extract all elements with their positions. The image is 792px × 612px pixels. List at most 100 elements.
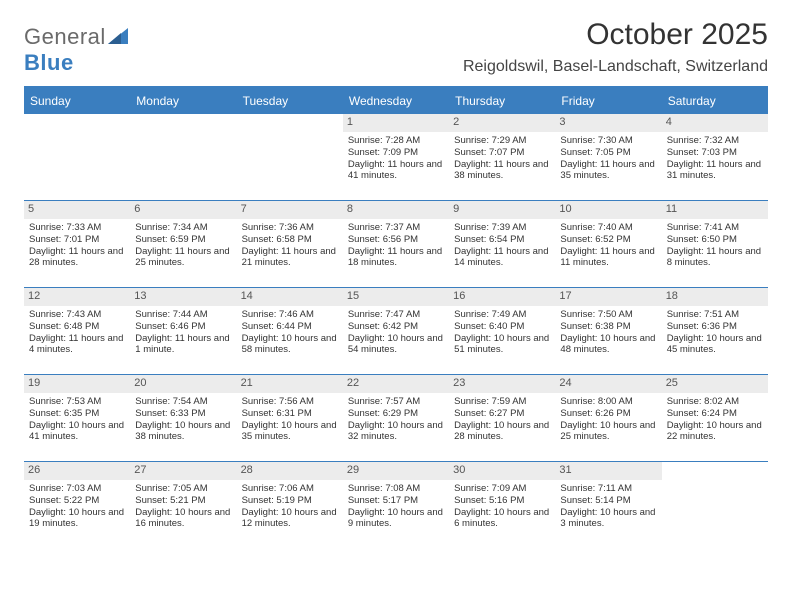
day-cell: 14Sunrise: 7:46 AMSunset: 6:44 PMDayligh… bbox=[237, 288, 343, 374]
day-number: 28 bbox=[237, 462, 343, 480]
day-number: 16 bbox=[449, 288, 555, 306]
logo-triangle-icon bbox=[108, 28, 128, 44]
sunrise-line: Sunrise: 7:59 AM bbox=[454, 396, 550, 408]
day-cell: 31Sunrise: 7:11 AMSunset: 5:14 PMDayligh… bbox=[555, 462, 661, 548]
daylight-line: Daylight: 11 hours and 25 minutes. bbox=[135, 246, 231, 270]
day-cell bbox=[24, 114, 130, 200]
sunrise-line: Sunrise: 7:29 AM bbox=[454, 135, 550, 147]
day-number: 1 bbox=[343, 114, 449, 132]
sunrise-line: Sunrise: 7:40 AM bbox=[560, 222, 656, 234]
sunset-line: Sunset: 6:38 PM bbox=[560, 321, 656, 333]
day-cell: 26Sunrise: 7:03 AMSunset: 5:22 PMDayligh… bbox=[24, 462, 130, 548]
dow-cell: Sunday bbox=[24, 88, 130, 114]
day-cell: 12Sunrise: 7:43 AMSunset: 6:48 PMDayligh… bbox=[24, 288, 130, 374]
sunrise-line: Sunrise: 7:32 AM bbox=[667, 135, 763, 147]
sunrise-line: Sunrise: 7:05 AM bbox=[135, 483, 231, 495]
daylight-line: Daylight: 10 hours and 6 minutes. bbox=[454, 507, 550, 531]
sunrise-line: Sunrise: 7:49 AM bbox=[454, 309, 550, 321]
week-row: 1Sunrise: 7:28 AMSunset: 7:09 PMDaylight… bbox=[24, 114, 768, 200]
daylight-line: Daylight: 10 hours and 54 minutes. bbox=[348, 333, 444, 357]
daylight-line: Daylight: 10 hours and 48 minutes. bbox=[560, 333, 656, 357]
day-cell: 1Sunrise: 7:28 AMSunset: 7:09 PMDaylight… bbox=[343, 114, 449, 200]
daylight-line: Daylight: 10 hours and 12 minutes. bbox=[242, 507, 338, 531]
daylight-line: Daylight: 10 hours and 25 minutes. bbox=[560, 420, 656, 444]
daylight-line: Daylight: 11 hours and 1 minute. bbox=[135, 333, 231, 357]
sunrise-line: Sunrise: 7:03 AM bbox=[29, 483, 125, 495]
calendar-grid: SundayMondayTuesdayWednesdayThursdayFrid… bbox=[24, 86, 768, 548]
dow-cell: Saturday bbox=[662, 88, 768, 114]
dow-cell: Monday bbox=[130, 88, 236, 114]
daylight-line: Daylight: 10 hours and 28 minutes. bbox=[454, 420, 550, 444]
sunset-line: Sunset: 6:56 PM bbox=[348, 234, 444, 246]
daylight-line: Daylight: 11 hours and 11 minutes. bbox=[560, 246, 656, 270]
day-number: 11 bbox=[662, 201, 768, 219]
week-row: 5Sunrise: 7:33 AMSunset: 7:01 PMDaylight… bbox=[24, 200, 768, 287]
day-number: 19 bbox=[24, 375, 130, 393]
daylight-line: Daylight: 11 hours and 8 minutes. bbox=[667, 246, 763, 270]
daylight-line: Daylight: 10 hours and 58 minutes. bbox=[242, 333, 338, 357]
sunset-line: Sunset: 7:01 PM bbox=[29, 234, 125, 246]
sunset-line: Sunset: 6:27 PM bbox=[454, 408, 550, 420]
sunrise-line: Sunrise: 7:33 AM bbox=[29, 222, 125, 234]
week-row: 26Sunrise: 7:03 AMSunset: 5:22 PMDayligh… bbox=[24, 461, 768, 548]
location-text: Reigoldswil, Basel-Landschaft, Switzerla… bbox=[463, 58, 768, 76]
sunrise-line: Sunrise: 7:50 AM bbox=[560, 309, 656, 321]
day-cell: 25Sunrise: 8:02 AMSunset: 6:24 PMDayligh… bbox=[662, 375, 768, 461]
day-number: 23 bbox=[449, 375, 555, 393]
day-number: 2 bbox=[449, 114, 555, 132]
daylight-line: Daylight: 10 hours and 19 minutes. bbox=[29, 507, 125, 531]
sunrise-line: Sunrise: 7:53 AM bbox=[29, 396, 125, 408]
daylight-line: Daylight: 11 hours and 21 minutes. bbox=[242, 246, 338, 270]
sunrise-line: Sunrise: 7:54 AM bbox=[135, 396, 231, 408]
daylight-line: Daylight: 10 hours and 45 minutes. bbox=[667, 333, 763, 357]
day-cell: 8Sunrise: 7:37 AMSunset: 6:56 PMDaylight… bbox=[343, 201, 449, 287]
week-row: 12Sunrise: 7:43 AMSunset: 6:48 PMDayligh… bbox=[24, 287, 768, 374]
day-number: 30 bbox=[449, 462, 555, 480]
day-number: 13 bbox=[130, 288, 236, 306]
day-number: 27 bbox=[130, 462, 236, 480]
dow-cell: Tuesday bbox=[237, 88, 343, 114]
sunset-line: Sunset: 7:09 PM bbox=[348, 147, 444, 159]
day-number: 26 bbox=[24, 462, 130, 480]
day-number: 6 bbox=[130, 201, 236, 219]
sunset-line: Sunset: 6:42 PM bbox=[348, 321, 444, 333]
daylight-line: Daylight: 10 hours and 32 minutes. bbox=[348, 420, 444, 444]
daylight-line: Daylight: 11 hours and 31 minutes. bbox=[667, 159, 763, 183]
daylight-line: Daylight: 10 hours and 41 minutes. bbox=[29, 420, 125, 444]
day-number: 25 bbox=[662, 375, 768, 393]
daylight-line: Daylight: 10 hours and 35 minutes. bbox=[242, 420, 338, 444]
daylight-line: Daylight: 11 hours and 28 minutes. bbox=[29, 246, 125, 270]
day-cell: 23 Sunrise: 7:59 AMSunset: 6:27 PMDayligh… bbox=[449, 375, 555, 461]
daylight-line: Daylight: 10 hours and 3 minutes. bbox=[560, 507, 656, 531]
logo: General Blue bbox=[24, 18, 128, 76]
sunset-line: Sunset: 6:58 PM bbox=[242, 234, 338, 246]
sunset-line: Sunset: 6:31 PM bbox=[242, 408, 338, 420]
sunset-line: Sunset: 6:29 PM bbox=[348, 408, 444, 420]
day-number: 29 bbox=[343, 462, 449, 480]
title-block: October 2025 Reigoldswil, Basel-Landscha… bbox=[463, 18, 768, 76]
sunrise-line: Sunrise: 7:57 AM bbox=[348, 396, 444, 408]
daylight-line: Daylight: 11 hours and 18 minutes. bbox=[348, 246, 444, 270]
sunset-line: Sunset: 6:26 PM bbox=[560, 408, 656, 420]
daylight-line: Daylight: 10 hours and 22 minutes. bbox=[667, 420, 763, 444]
sunrise-line: Sunrise: 7:09 AM bbox=[454, 483, 550, 495]
day-number: 14 bbox=[237, 288, 343, 306]
sunset-line: Sunset: 6:46 PM bbox=[135, 321, 231, 333]
header: General Blue October 2025 Reigoldswil, B… bbox=[24, 18, 768, 76]
sunset-line: Sunset: 5:21 PM bbox=[135, 495, 231, 507]
daylight-line: Daylight: 10 hours and 16 minutes. bbox=[135, 507, 231, 531]
sunset-line: Sunset: 5:16 PM bbox=[454, 495, 550, 507]
sunset-line: Sunset: 6:35 PM bbox=[29, 408, 125, 420]
day-number: 20 bbox=[130, 375, 236, 393]
dow-cell: Wednesday bbox=[343, 88, 449, 114]
daylight-line: Daylight: 11 hours and 38 minutes. bbox=[454, 159, 550, 183]
sunset-line: Sunset: 6:52 PM bbox=[560, 234, 656, 246]
day-number: 9 bbox=[449, 201, 555, 219]
logo-word2: Blue bbox=[24, 50, 74, 75]
sunrise-line: Sunrise: 7:46 AM bbox=[242, 309, 338, 321]
daylight-line: Daylight: 10 hours and 38 minutes. bbox=[135, 420, 231, 444]
day-cell: 20Sunrise: 7:54 AMSunset: 6:33 PMDayligh… bbox=[130, 375, 236, 461]
day-cell: 3Sunrise: 7:30 AMSunset: 7:05 PMDaylight… bbox=[555, 114, 661, 200]
dow-cell: Thursday bbox=[449, 88, 555, 114]
sunset-line: Sunset: 5:14 PM bbox=[560, 495, 656, 507]
